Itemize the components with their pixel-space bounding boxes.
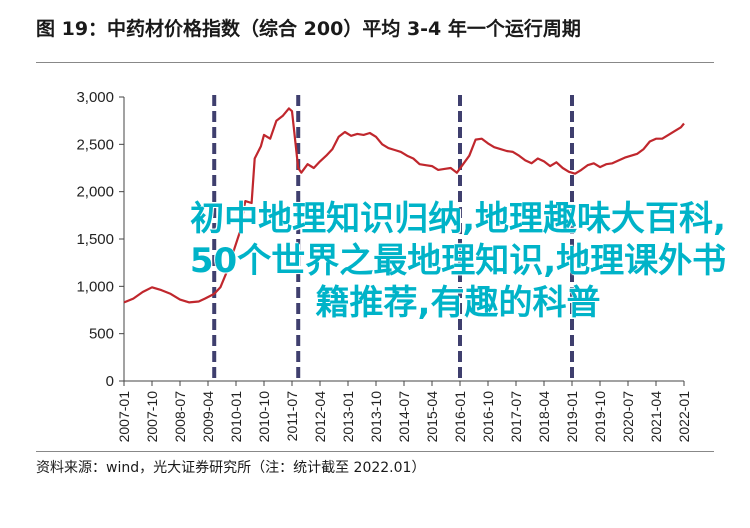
x-tick-label: 2019-10 bbox=[592, 391, 608, 443]
y-tick-label: 500 bbox=[89, 326, 114, 343]
y-tick-label: 1,500 bbox=[76, 231, 114, 248]
y-tick-label: 3,000 bbox=[76, 89, 114, 106]
chart-title: 图 19：中药材价格指数（综合 200）平均 3-4 年一个运行周期 bbox=[36, 18, 581, 40]
x-tick-label: 2010-01 bbox=[228, 391, 244, 443]
x-tick-label: 2017-07 bbox=[508, 391, 524, 443]
x-tick-label: 2011-07 bbox=[284, 391, 300, 442]
x-tick-labels: 2007-01 2007-10 2008-07 2009-04 2010-01 2010-… bbox=[116, 391, 692, 443]
x-tick-label: 2016-01 bbox=[452, 391, 468, 443]
y-tick-label: 2,000 bbox=[76, 184, 114, 201]
x-tick-label: 2019-01 bbox=[564, 391, 580, 443]
x-tick-label: 2020-07 bbox=[620, 391, 636, 443]
bottom-rule bbox=[36, 451, 714, 452]
x-tick-label: 2010-10 bbox=[256, 391, 272, 443]
x-tick-label: 2012-04 bbox=[312, 391, 328, 443]
x-tick-label: 2018-04 bbox=[536, 391, 552, 443]
y-tick-label: 2,500 bbox=[76, 136, 114, 153]
x-tick-label: 2009-04 bbox=[200, 391, 216, 443]
y-tick-label: 0 bbox=[106, 373, 114, 390]
x-tick-label: 2015-04 bbox=[424, 391, 440, 443]
x-tick-label: 2013-10 bbox=[368, 391, 384, 443]
axes bbox=[119, 96, 685, 386]
source-note: 资料来源：wind，光大证券研究所（注：统计截至 2022.01） bbox=[36, 460, 426, 476]
index-line bbox=[123, 107, 685, 304]
x-tick-label: 2014-07 bbox=[396, 391, 412, 443]
y-tick-labels: 0 500 1,000 1,500 2,000 2,500 3,000 bbox=[76, 89, 114, 390]
x-tick-label: 2013-01 bbox=[340, 391, 356, 443]
x-tick-label: 2016-10 bbox=[480, 391, 496, 443]
x-tick-label: 2022-01 bbox=[676, 391, 692, 443]
x-tick-label: 2021-04 bbox=[648, 391, 664, 443]
x-tick-label: 2008-07 bbox=[172, 391, 188, 443]
series-layer bbox=[123, 107, 685, 304]
top-rule bbox=[36, 62, 714, 63]
x-tick-label: 2007-10 bbox=[144, 391, 160, 443]
y-tick-label: 1,000 bbox=[76, 278, 114, 295]
x-tick-label: 2007-01 bbox=[116, 391, 132, 443]
